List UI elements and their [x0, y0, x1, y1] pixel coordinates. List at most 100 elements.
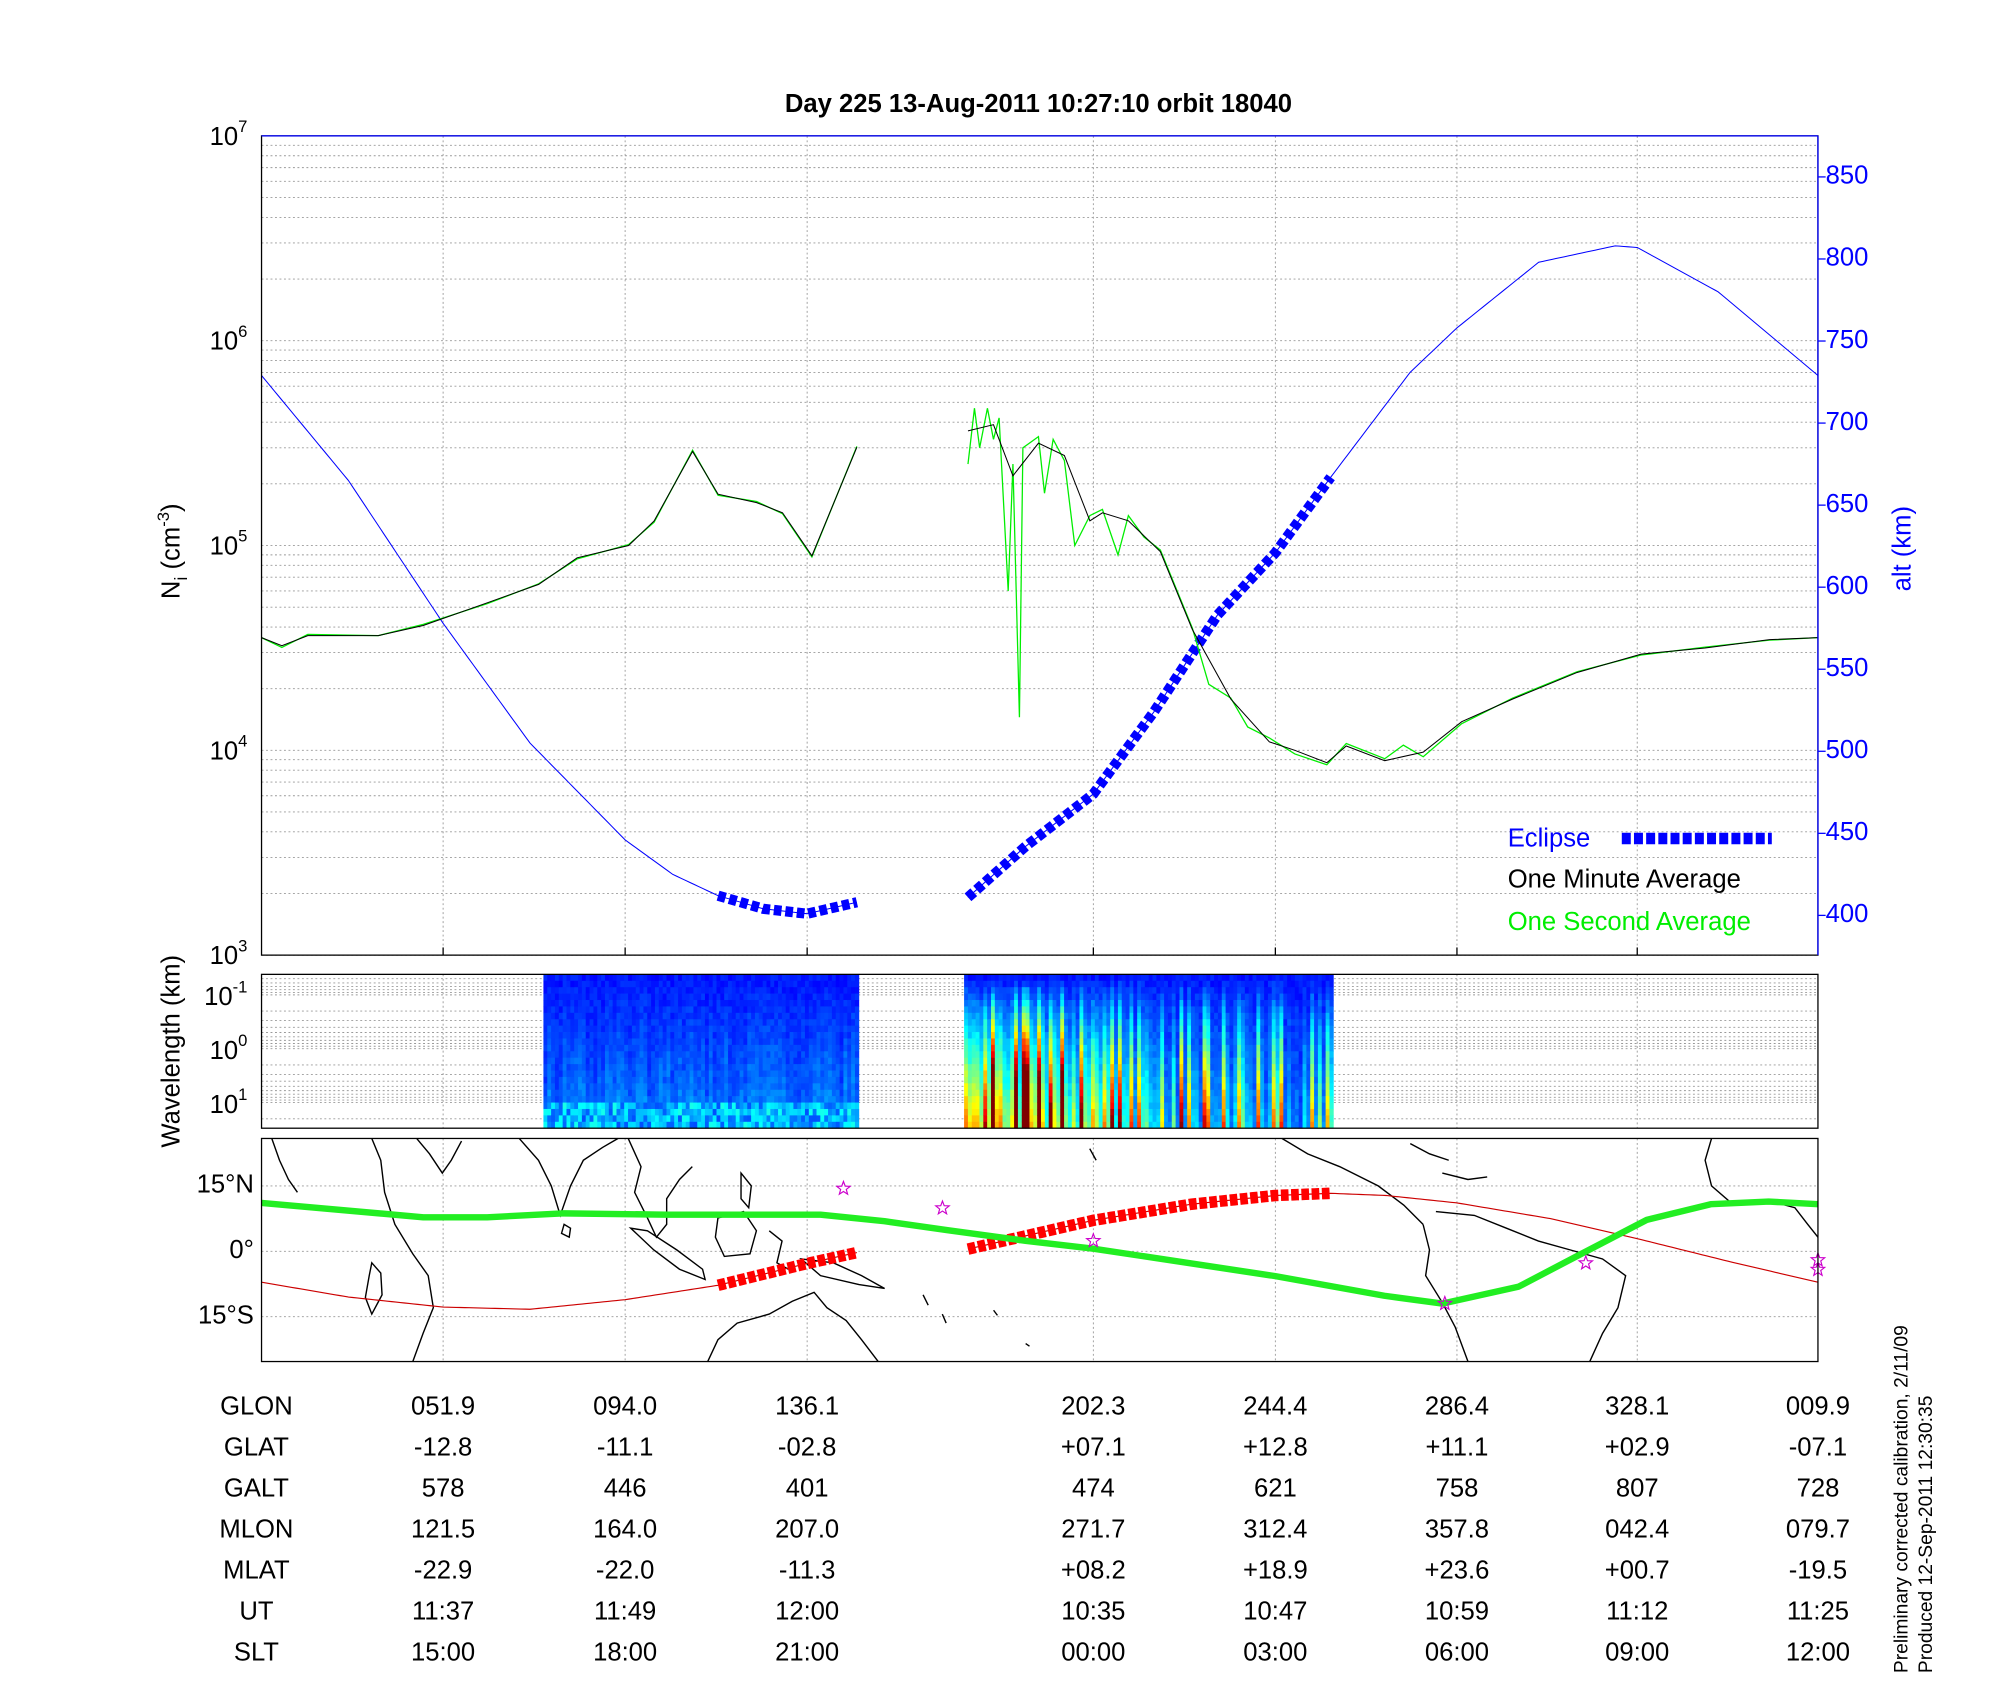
table-cell: 15:00	[411, 1639, 475, 1667]
spectrogram-cell	[1160, 1038, 1165, 1046]
spectrogram-cell	[1079, 1019, 1084, 1027]
spectrogram-cell	[1017, 1083, 1023, 1091]
star-marker	[1085, 1232, 1102, 1248]
spectrogram-cell	[581, 1012, 587, 1020]
spectrogram-cell	[979, 987, 984, 994]
spectrogram-cell	[964, 1057, 969, 1065]
spectrogram-cell	[781, 1032, 787, 1039]
spectrogram-cell	[1141, 1019, 1146, 1027]
spectrogram-cell	[1191, 1064, 1196, 1071]
spectrogram-cell	[835, 1025, 840, 1033]
spectrogram-cell	[975, 1083, 980, 1091]
spectrogram-cell	[670, 1038, 675, 1046]
spectrogram-cell	[1294, 1000, 1300, 1007]
spectrogram-cell	[1044, 1032, 1050, 1039]
spectrogram-cell	[1167, 1038, 1173, 1046]
spectrogram-cell	[851, 1057, 856, 1065]
spectrogram-cell	[808, 1000, 814, 1007]
spectrogram-cell	[654, 1019, 660, 1027]
spectrogram-cell	[1121, 1096, 1127, 1103]
spectrogram-cell	[808, 987, 814, 994]
spectrogram-cell	[983, 1044, 988, 1052]
spectrogram-cell	[1214, 1019, 1219, 1027]
spectrogram-cell	[964, 1006, 969, 1014]
spectrogram-cell	[1329, 1006, 1334, 1014]
spectrogram-cell	[674, 1019, 679, 1027]
spectrogram-cell	[547, 1089, 552, 1097]
spectrogram-cell	[781, 1038, 787, 1046]
spectrogram-cell	[1210, 1038, 1215, 1046]
spectrogram-cell	[766, 1064, 771, 1071]
spectrogram-cell	[1033, 1115, 1038, 1123]
spectrogram-cell	[1137, 1032, 1142, 1039]
spectrogram-cell	[1317, 1038, 1323, 1046]
spectrogram-cell	[1225, 1089, 1230, 1097]
spectrogram-cell	[1091, 993, 1096, 1001]
spectrogram-cell	[558, 1012, 564, 1020]
spectrogram-cell	[1214, 1108, 1219, 1116]
spectrogram-cell	[762, 1064, 767, 1071]
spectrogram-cell	[1267, 1102, 1273, 1110]
spectrogram-cell	[1075, 1121, 1080, 1129]
spectrogram-cell	[1087, 1032, 1092, 1039]
spectrogram-cell	[578, 1032, 583, 1039]
spectrogram-cell	[1244, 1032, 1250, 1039]
spectrogram-cell	[1125, 1083, 1130, 1091]
spectrogram-cell	[635, 1000, 640, 1007]
spectrogram-cell	[851, 1000, 856, 1007]
spectrogram-cell	[1014, 1000, 1019, 1007]
spectrogram-cell	[770, 1025, 775, 1033]
spectrogram-cell	[597, 1012, 602, 1020]
spectrogram-cell	[1248, 1070, 1253, 1078]
spectrogram-cell	[1271, 1032, 1277, 1039]
spectrogram-cell	[708, 1064, 714, 1071]
spectrogram-cell	[666, 1115, 671, 1123]
spectrogram-cell	[1002, 1006, 1007, 1014]
spectrogram-cell	[1202, 1051, 1207, 1059]
spectrogram-cell	[658, 1000, 664, 1007]
spectrogram-cell	[708, 987, 714, 994]
spectrogram-cell	[1206, 974, 1211, 982]
spectrogram-cell	[789, 993, 794, 1001]
spectrogram-cell	[1329, 1025, 1334, 1033]
spectrogram-cell	[724, 1025, 729, 1033]
spectrogram-cell	[1044, 980, 1050, 988]
spectrogram-cell	[1183, 1057, 1188, 1065]
spectrogram-cell	[1033, 1032, 1038, 1039]
spectrogram-cell	[678, 1012, 683, 1020]
spectrogram-cell	[1087, 1121, 1092, 1129]
spectrogram-cell	[1248, 1006, 1253, 1014]
spectrogram-cell	[716, 1032, 721, 1039]
spectrogram-cell	[808, 1115, 814, 1123]
spectrogram-cell	[1110, 1012, 1115, 1020]
spectrogram-cell	[543, 1089, 548, 1097]
spectrogram-cell	[1275, 1000, 1280, 1007]
spectrogram-cell	[612, 1044, 617, 1052]
spectrogram-cell	[1125, 1121, 1130, 1129]
spectrogram-cell	[1010, 1108, 1015, 1116]
spectrogram-cell	[851, 1115, 856, 1123]
spectrogram-cell	[604, 1070, 610, 1078]
spectrogram-cell	[808, 1076, 814, 1084]
spectrogram-cell	[781, 1012, 787, 1020]
spectrogram-cell	[1121, 1076, 1127, 1084]
spectrogram-cell	[1148, 1038, 1153, 1046]
spectrogram-cell	[793, 974, 798, 982]
spectrogram-cell	[1021, 1044, 1027, 1052]
spectrogram-cell	[1317, 1115, 1323, 1123]
spectrogram-cell	[1098, 987, 1103, 994]
spectrogram-cell	[1329, 1064, 1334, 1071]
spectrogram-cell	[662, 1012, 667, 1020]
spectrogram-cell	[708, 1096, 714, 1103]
spectrogram-cell	[998, 1076, 1003, 1084]
spectrogram-cell	[1117, 1025, 1123, 1033]
spectrogram-cell	[1179, 987, 1184, 994]
spectrogram-cell	[979, 1019, 984, 1027]
magnetic-track-line	[261, 1198, 1819, 1307]
spectrogram-cell	[678, 993, 683, 1001]
spectrogram-cell	[1029, 1064, 1034, 1071]
spectrogram-cell	[1206, 1064, 1211, 1071]
spectrogram-cell	[1314, 1038, 1319, 1046]
spectrogram-cell	[1225, 1000, 1230, 1007]
spectrogram-cell	[1329, 1076, 1334, 1084]
